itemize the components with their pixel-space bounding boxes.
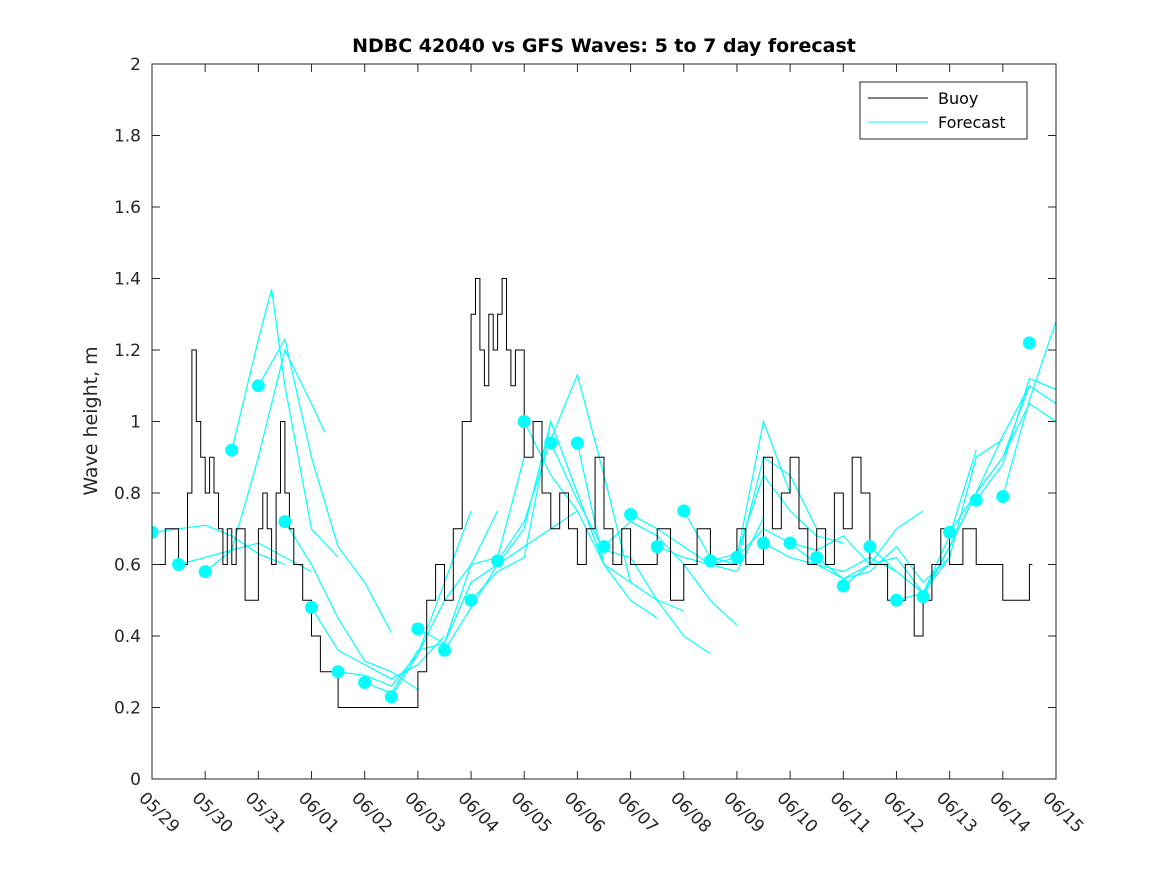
y-tick-label: 0.4 bbox=[114, 627, 141, 647]
forecast-run-line-27 bbox=[869, 438, 1004, 594]
forecast-point bbox=[757, 536, 770, 550]
y-tick-label: 1.4 bbox=[114, 270, 141, 290]
legend-box bbox=[859, 81, 1028, 140]
y-tick-label: 1.2 bbox=[114, 341, 141, 361]
forecast-point bbox=[305, 600, 318, 614]
forecast-point bbox=[996, 490, 1010, 504]
forecast-point bbox=[703, 554, 717, 568]
forecast-run-line-0 bbox=[152, 524, 286, 566]
forecast-point bbox=[969, 493, 983, 507]
plot-area bbox=[152, 64, 1056, 779]
forecast-point bbox=[491, 554, 505, 568]
forecast-point bbox=[384, 690, 398, 704]
forecast-point bbox=[677, 504, 691, 518]
forecast-run-line-22 bbox=[736, 528, 871, 565]
forecast-point bbox=[152, 525, 159, 539]
forecast-point bbox=[198, 565, 212, 579]
forecast-point bbox=[517, 415, 531, 428]
y-tick-label: 2 bbox=[130, 55, 141, 75]
forecast-point bbox=[358, 676, 372, 689]
forecast-run-line-32 bbox=[1002, 321, 1056, 497]
forecast-run-line-10 bbox=[417, 421, 552, 644]
forecast-point bbox=[172, 558, 186, 571]
forecast-point bbox=[836, 579, 850, 593]
forecast-point bbox=[730, 550, 744, 564]
forecast-run-line-14 bbox=[523, 421, 658, 619]
forecast-run-line-8 bbox=[364, 510, 499, 694]
forecast-point bbox=[863, 540, 877, 554]
forecast-point bbox=[251, 379, 265, 393]
forecast-point bbox=[544, 436, 558, 450]
forecast-point bbox=[1022, 336, 1036, 350]
y-axis-title: Wave height, m bbox=[80, 346, 102, 495]
y-tick-label: 0 bbox=[130, 770, 141, 790]
forecast-point bbox=[810, 550, 824, 564]
forecast-run-line-12 bbox=[470, 419, 605, 601]
forecast-point bbox=[278, 515, 292, 529]
y-tick-label: 0.8 bbox=[114, 484, 141, 504]
forecast-run-line-15 bbox=[550, 442, 685, 612]
forecast-run-line-30 bbox=[949, 402, 1056, 533]
forecast-point bbox=[438, 643, 451, 657]
chart-title: NDBC 42040 vs GFS Waves: 5 to 7 day fore… bbox=[352, 35, 856, 57]
forecast-point bbox=[890, 593, 903, 607]
y-tick-label: 1.6 bbox=[114, 198, 141, 218]
forecast-run-line-20 bbox=[683, 456, 818, 566]
y-tick-label: 0.2 bbox=[114, 699, 141, 719]
forecast-run-line-31 bbox=[975, 377, 1056, 501]
forecast-run-line-11 bbox=[443, 510, 578, 651]
y-tick-label: 1.8 bbox=[114, 127, 141, 147]
forecast-run-line-26 bbox=[842, 449, 977, 595]
forecast-run-line-9 bbox=[390, 457, 525, 698]
forecast-point bbox=[783, 536, 797, 550]
forecast-point bbox=[570, 436, 584, 450]
forecast-point bbox=[597, 540, 611, 554]
forecast-point bbox=[225, 443, 239, 457]
forecast-run-line-3 bbox=[231, 289, 339, 558]
forecast-point bbox=[331, 665, 345, 679]
forecast-run-line-13 bbox=[497, 373, 632, 583]
forecast-run-line-7 bbox=[338, 510, 472, 687]
forecast-point bbox=[624, 508, 638, 521]
forecast-run-line-6 bbox=[310, 607, 445, 680]
y-tick-label: 0.6 bbox=[114, 556, 141, 576]
forecast-point bbox=[943, 525, 957, 539]
forecast-point bbox=[464, 593, 478, 607]
y-tick-label: 1 bbox=[130, 413, 141, 433]
forecast-run-line-5 bbox=[284, 521, 419, 691]
legend-label-buoy: Buoy bbox=[938, 89, 978, 108]
legend-label-forecast: Forecast bbox=[938, 113, 1006, 132]
buoy-line bbox=[152, 278, 1033, 708]
series-layer bbox=[152, 278, 1056, 708]
forecast-point bbox=[916, 590, 930, 604]
forecast-point bbox=[411, 622, 425, 636]
legend: Buoy Forecast bbox=[859, 81, 1028, 140]
forecast-run-line-4 bbox=[257, 337, 392, 633]
forecast-point bbox=[650, 540, 664, 554]
